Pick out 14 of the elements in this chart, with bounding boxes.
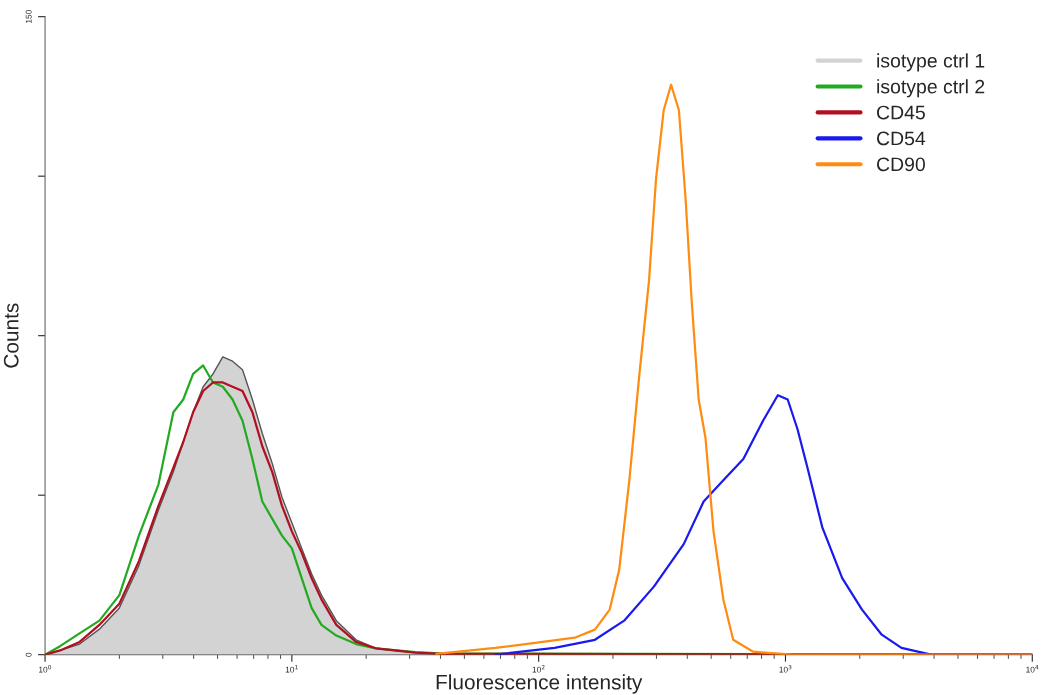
y-tick-label: 0 xyxy=(25,652,32,657)
x-axis-title: Fluorescence intensity xyxy=(436,674,643,694)
legend-label: isotype ctrl 1 xyxy=(877,53,985,72)
x-tick-label: 10$^{0}$ xyxy=(39,664,52,673)
x-tick-label: 10$^{1}$ xyxy=(285,665,298,673)
y-tick-label: 150 xyxy=(25,10,32,23)
x-tick-label: 10$^{2}$ xyxy=(532,664,545,673)
y-axis-title: Counts xyxy=(3,303,19,368)
legend-label: isotype ctrl 2 xyxy=(877,79,985,98)
x-tick-label: 10$^{3}$ xyxy=(779,664,792,673)
legend-label: CD45 xyxy=(877,105,925,120)
legend-label: CD90 xyxy=(877,157,925,172)
x-tick-label: 10$^{4}$ xyxy=(1026,665,1039,673)
legend-label: CD54 xyxy=(877,131,926,146)
